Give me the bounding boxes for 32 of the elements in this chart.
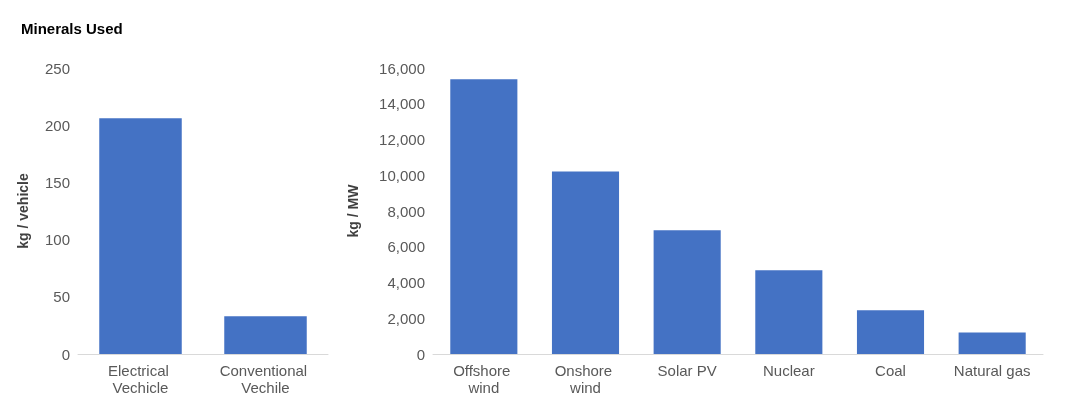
x-tick-label: Solar PV xyxy=(657,362,717,379)
y-tick-label: 8,000 xyxy=(387,202,425,220)
x-tick-label: Onshore wind xyxy=(554,362,617,396)
y-tick-label: 250 xyxy=(44,59,70,77)
y-tick-label: 14,000 xyxy=(379,95,425,113)
bar xyxy=(551,171,620,354)
chart-title: Minerals Used xyxy=(21,20,123,37)
x-tick-label: Coal xyxy=(875,362,906,379)
y-tick-label: 10,000 xyxy=(379,166,425,184)
x-tick-label: Nuclear xyxy=(762,362,815,379)
y-tick-label: 12,000 xyxy=(379,131,425,148)
y-tick-label: 150 xyxy=(44,173,70,191)
bar xyxy=(958,332,1026,354)
y-tick-label: 0 xyxy=(416,345,425,363)
y-tick-label: 0 xyxy=(61,345,70,363)
y-tick-label: 4,000 xyxy=(387,274,425,291)
x-tick-label: Electrical Vechicle xyxy=(107,362,174,396)
x-tick-label: Conventional Vechile xyxy=(219,362,312,396)
x-tick-label: Offshore wind xyxy=(453,362,515,396)
y-axis-title: kg / MW xyxy=(345,183,361,238)
bar xyxy=(450,79,518,354)
y-tick-label: 16,000 xyxy=(379,59,425,77)
y-axis-title: kg / vehicle xyxy=(15,173,31,249)
y-tick-label: 50 xyxy=(53,288,70,306)
bar xyxy=(755,270,823,354)
bar xyxy=(856,310,925,354)
y-tick-label: 2,000 xyxy=(387,309,425,327)
x-tick-label: Natural gas xyxy=(953,362,1031,379)
y-tick-label: 200 xyxy=(44,116,70,134)
bar xyxy=(653,230,721,354)
y-tick-label: 6,000 xyxy=(387,238,425,256)
y-tick-label: 100 xyxy=(44,231,70,249)
